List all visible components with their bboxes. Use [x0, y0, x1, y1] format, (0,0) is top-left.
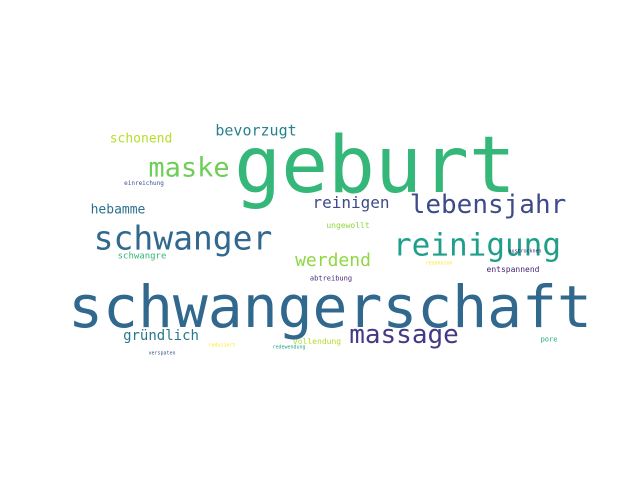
word-schwanger: schwanger [93, 218, 273, 258]
word-gruendlich: gründlich [123, 328, 199, 344]
word-entspannend: entspannend [486, 265, 540, 274]
word-hebamme: hebamme [90, 202, 146, 218]
word-massage: massage [349, 320, 459, 350]
word-abtreibung: abtreibung [309, 274, 353, 283]
word-reinigen: reinigen [312, 193, 390, 212]
word-verspaten: verspaten [148, 350, 176, 357]
word-einreichung: einreichung [124, 180, 164, 187]
word-rezension: rezension [425, 260, 453, 267]
word-schwangre: schwangre [117, 251, 167, 262]
word-werdend: werdend [295, 250, 371, 271]
word-reduziert: reduziert [208, 342, 236, 349]
word-reinigung: reinigung [393, 227, 561, 264]
word-schwangerschaft: schwangerschaft [68, 273, 592, 341]
word-maske: maske [148, 152, 230, 184]
word-ungewollt: ungewollt [326, 221, 370, 230]
word-pore: pore [540, 335, 558, 344]
word-lebensjahr: lebensjahr [409, 190, 567, 220]
word-austrocknen: austrocknen [508, 248, 542, 255]
word-vollendung: vollendung [292, 337, 342, 346]
word-schonend: schonend [109, 131, 173, 147]
word-bevorzugt: bevorzugt [215, 121, 297, 140]
word-redewendung: redewendung [272, 344, 306, 351]
word-geburt: geburt [234, 121, 516, 211]
